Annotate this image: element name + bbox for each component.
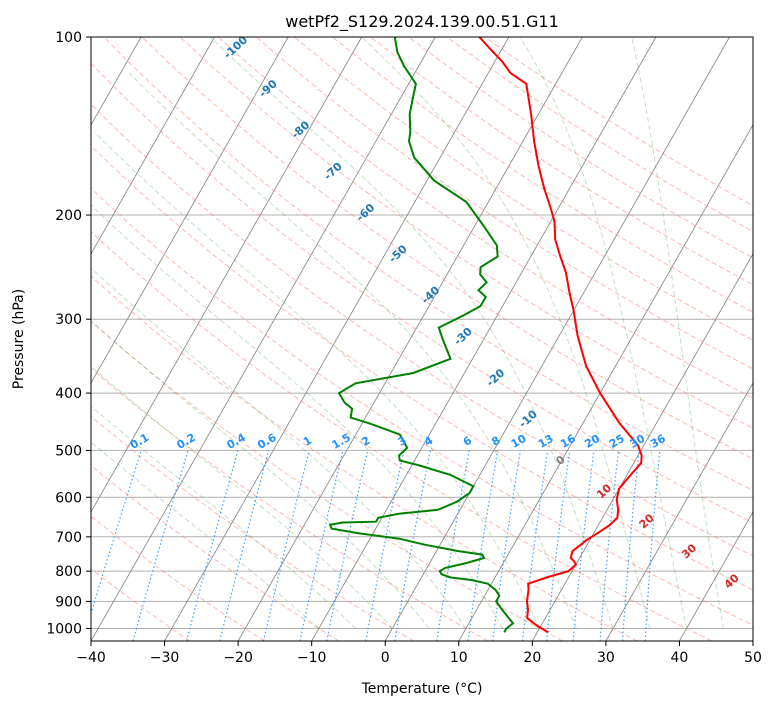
dry-adiabat-line xyxy=(332,37,753,313)
isotherm-line xyxy=(91,37,436,641)
profile-lines xyxy=(328,37,643,634)
y-tick-label: 1000 xyxy=(46,621,82,637)
y-tick-label: 500 xyxy=(55,443,82,459)
y-tick-label: 300 xyxy=(55,312,82,328)
dry-adiabat-line xyxy=(91,415,414,641)
guide-lines xyxy=(91,37,753,641)
moist-adiabat-line xyxy=(361,37,651,629)
isotherm-line xyxy=(752,640,753,641)
y-tick-label: 900 xyxy=(55,594,82,610)
dewpoint-line xyxy=(328,37,515,633)
dry-adiabat-line xyxy=(91,367,489,641)
y-tick-label: 800 xyxy=(55,564,82,580)
moist-adiabat-line xyxy=(91,405,356,629)
x-tick-label: 50 xyxy=(744,650,762,666)
isotherm-line xyxy=(237,37,583,641)
plot-background xyxy=(91,37,753,641)
mixing-ratio-line xyxy=(219,450,270,641)
isotherm-line xyxy=(91,37,363,513)
dry-adiabat-line xyxy=(91,103,753,557)
isotherm-line xyxy=(531,253,753,641)
mixing-ratio-line xyxy=(572,450,595,641)
moist-adiabat-line xyxy=(128,72,577,629)
dry-adiabat-line xyxy=(91,187,753,626)
dry-adiabat-line xyxy=(91,515,265,641)
chart-title: wetPf2_S129.2024.139.00.51.G11 xyxy=(285,12,559,32)
isotherm-line xyxy=(605,382,753,641)
mixing-ratio-line xyxy=(521,450,549,641)
x-tick-label: 0 xyxy=(381,650,390,666)
x-tick-label: −20 xyxy=(223,650,253,666)
mixing-ratio-line xyxy=(262,450,310,641)
x-tick-label: 20 xyxy=(523,650,541,666)
y-tick-label: 600 xyxy=(55,490,82,506)
y-tick-label: 100 xyxy=(55,30,82,46)
dry-adiabat-line xyxy=(255,37,753,370)
dry-adiabat-line xyxy=(91,275,638,641)
mixing-ratio-line xyxy=(546,450,571,641)
mixing-ratio-line xyxy=(186,450,239,641)
dry-adiabat-line xyxy=(91,568,190,641)
x-tick-label: 30 xyxy=(597,650,615,666)
moist-adiabat-line xyxy=(631,37,724,629)
dry-adiabat-line xyxy=(91,145,753,591)
y-axis-ticks: 100 200 300 400 500 600 700 800 900 1000 xyxy=(46,30,91,637)
y-tick-label: 400 xyxy=(55,386,82,402)
y-axis-label: Pressure (hPa) xyxy=(11,289,27,389)
x-tick-label: −40 xyxy=(76,650,106,666)
x-tick-label: 40 xyxy=(671,650,689,666)
isotherm-line xyxy=(679,511,753,641)
moist-adiabat-line xyxy=(519,37,688,629)
x-tick-label: −30 xyxy=(150,650,180,666)
mixing-ratio-line xyxy=(599,450,620,641)
moist-adiabat-line xyxy=(209,37,614,629)
x-tick-label: 10 xyxy=(450,650,468,666)
moist-adiabat-line xyxy=(91,320,430,629)
mixing-ratio-line xyxy=(132,450,189,641)
dry-adiabat-line xyxy=(141,37,753,460)
x-tick-label: −10 xyxy=(297,650,327,666)
y-tick-label: 700 xyxy=(55,530,82,546)
moist-adiabat-line xyxy=(91,204,504,629)
plot-frame xyxy=(90,36,754,642)
isotherm-line xyxy=(91,37,215,255)
isotherm-line xyxy=(458,124,753,641)
dry-adiabat-line xyxy=(91,231,713,641)
y-tick-label: 200 xyxy=(55,208,82,224)
mixing-ratio-line xyxy=(467,450,499,641)
isotherm-line xyxy=(164,37,510,641)
mixing-ratio-line xyxy=(436,450,470,641)
mixing-ratio-line xyxy=(492,450,521,641)
dry-adiabat-line xyxy=(91,62,753,524)
dry-adiabat-line xyxy=(103,37,753,492)
dry-adiabat-line xyxy=(91,320,563,641)
temperature-line xyxy=(478,37,643,634)
moist-adiabat-line xyxy=(94,132,540,629)
isotherm-line xyxy=(384,37,730,641)
x-axis-ticks: −40 −30 −20 −10 0 10 20 30 40 50 xyxy=(76,641,762,666)
x-axis-label: Temperature (°C) xyxy=(361,681,483,697)
dry-adiabat-line xyxy=(294,37,753,341)
moist-adiabat-line xyxy=(91,267,467,629)
isotherm-line xyxy=(91,37,289,384)
dry-adiabat-line xyxy=(217,37,753,399)
